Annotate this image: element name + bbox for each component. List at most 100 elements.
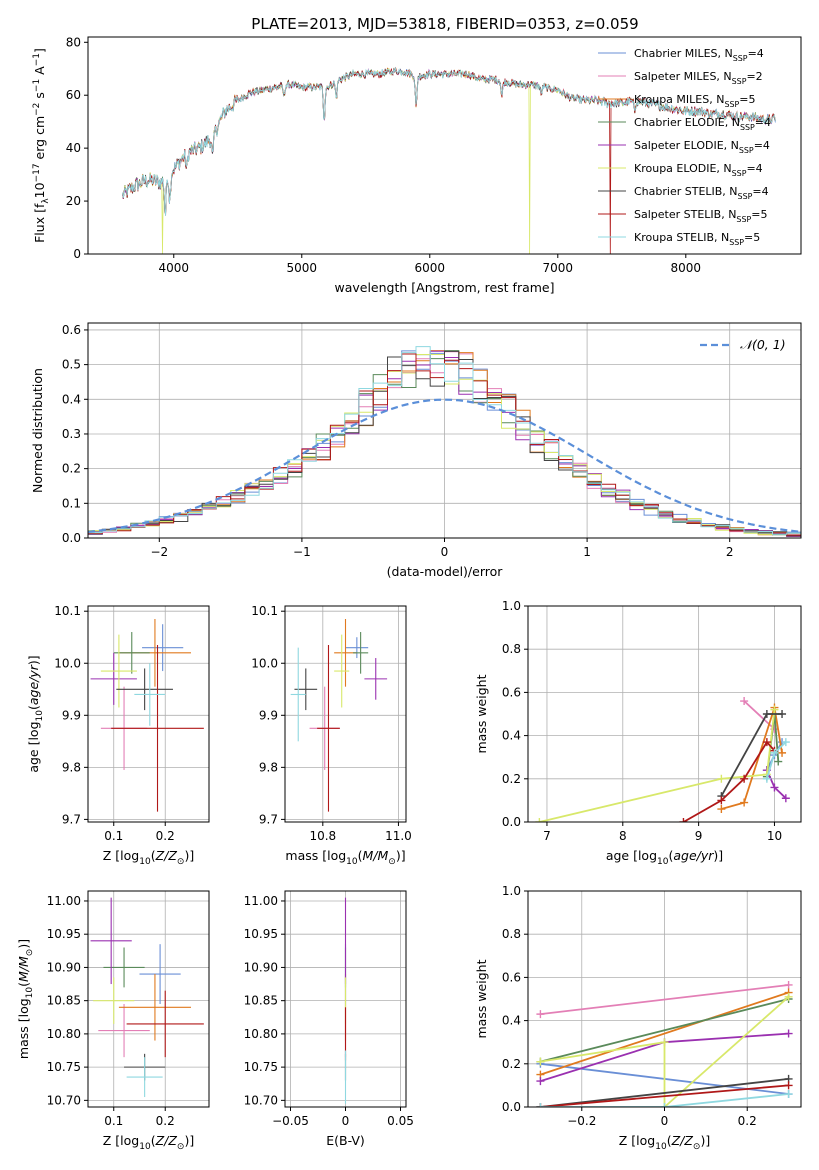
weight-line-kroupa-stelib <box>762 738 790 783</box>
weight-line-salpeter-miles <box>536 980 793 1019</box>
chart-age-vs-Z: 0.1 0.2 9.7 9.8 9.9 10.0 10.1 Z [log10(Z/Z⊙)] ag… <box>26 604 210 867</box>
y-tick-label: 10.90 <box>47 960 81 974</box>
marker <box>679 818 688 822</box>
x-tick-label: 0.2 <box>156 1114 175 1128</box>
y-tick-label: 10.85 <box>244 994 278 1008</box>
y-tick-label: 9.8 <box>62 760 81 774</box>
plot-area <box>88 346 801 537</box>
marker <box>770 783 779 792</box>
marker <box>717 774 726 783</box>
axes-frame: −0.2 0 0.2 0.0 0.2 0.4 0.6 0.8 1.0 Z [log10(Z/Z⊙)… <box>474 884 802 1152</box>
marker <box>774 757 783 766</box>
errorbar-kroupa-miles <box>118 974 191 1041</box>
x-tick-label: 0.1 <box>104 829 123 843</box>
x-tick-label: 6000 <box>415 261 446 275</box>
legend-entry: 𝒩(0, 1) <box>740 337 786 352</box>
figure-title: PLATE=2013, MJD=53818, FIBERID=0353, z=0… <box>251 15 638 33</box>
x-tick-label: 8000 <box>671 261 702 275</box>
y-axis-label: mass weight <box>474 959 489 1038</box>
marker <box>784 980 793 989</box>
marker <box>660 1038 669 1047</box>
x-tick-label: 0.2 <box>738 1114 757 1128</box>
errorbar-salpeter-elodie <box>364 658 388 700</box>
marker <box>536 1057 545 1066</box>
marker <box>784 1090 793 1099</box>
marker <box>536 1077 545 1086</box>
y-tick-label: 0.8 <box>502 927 521 941</box>
axes-border <box>87 36 802 255</box>
x-axis-label: Z [log10(Z/Z⊙)] <box>103 848 194 867</box>
chart-weight-vs-Z: −0.2 0 0.2 0.0 0.2 0.4 0.6 0.8 1.0 Z [log10(Z/Z⊙)… <box>474 884 802 1152</box>
marker <box>784 1081 793 1090</box>
marker <box>784 1029 793 1038</box>
y-tick-label: 0.2 <box>502 1057 521 1071</box>
errorbar-kroupa-stelib <box>134 663 166 726</box>
errorbar-salpeter-stelib <box>317 645 340 812</box>
axes-border <box>87 890 210 1108</box>
x-tick-label: −2 <box>150 545 168 559</box>
y-axis-label: Normed distribution <box>30 368 45 493</box>
y-tick-label: 10.1 <box>251 604 278 618</box>
marker <box>762 738 771 747</box>
marker <box>535 818 544 822</box>
x-tick-label: 8 <box>619 829 627 843</box>
plot-area <box>535 697 790 822</box>
x-tick-label: −0.2 <box>567 1114 596 1128</box>
y-tick-label: 0.0 <box>502 1100 521 1114</box>
axes-border <box>87 605 210 823</box>
x-tick-label: 0 <box>342 1114 350 1128</box>
errorbar-kroupa-stelib <box>126 1057 163 1098</box>
axes-border <box>527 605 802 823</box>
x-tick-label: 2 <box>726 545 734 559</box>
plot-area <box>90 619 204 812</box>
marker <box>717 805 726 814</box>
x-axis-label: Z [log10(Z/Z⊙)] <box>103 1133 194 1152</box>
errorbar-salpeter-stelib <box>126 990 204 1058</box>
y-tick-label: 10.0 <box>251 656 278 670</box>
y-tick-label: 0.2 <box>62 462 81 476</box>
x-tick-label: 7000 <box>543 261 574 275</box>
y-tick-label: 10.1 <box>54 604 81 618</box>
grid-lines <box>528 605 801 823</box>
errorbar-chabrier-elodie <box>103 947 145 988</box>
grid-lines <box>88 891 209 1107</box>
x-tick-label: 0.1 <box>104 1114 123 1128</box>
y-tick-label: 0.2 <box>502 772 521 786</box>
y-tick-label: 10.75 <box>47 1060 81 1074</box>
y-tick-label: 60 <box>66 88 81 102</box>
y-tick-label: 0.6 <box>502 685 521 699</box>
y-tick-label: 10.95 <box>244 927 278 941</box>
errorbar-salpeter-elodie <box>90 652 137 705</box>
axes-frame: 4000 5000 6000 7000 8000 0 20 40 60 80 Chabrier MI… <box>32 35 802 295</box>
marker <box>536 1010 545 1019</box>
y-tick-label: 0.0 <box>502 815 521 829</box>
errorbar-chabrier-miles <box>142 624 184 672</box>
x-tick-label: −0.05 <box>272 1114 309 1128</box>
marker <box>781 738 790 747</box>
y-tick-label: 0.4 <box>502 1014 521 1028</box>
weight-line-chabrier-stelib <box>717 710 787 801</box>
y-tick-label: 0.6 <box>62 323 81 337</box>
marker <box>778 748 787 757</box>
x-tick-label: 4000 <box>158 261 189 275</box>
y-tick-label: 40 <box>66 141 81 155</box>
axes-frame: −2 −1 0 1 2 0.0 0.1 0.2 0.3 0.4 0.5 0.6 𝒩(0, 1) (data… <box>30 322 802 579</box>
plot-area <box>290 619 388 812</box>
x-tick-label: 11.0 <box>385 829 412 843</box>
grid-lines <box>88 606 209 822</box>
y-tick-label: 11.00 <box>244 894 278 908</box>
errorbar-kroupa-elodie <box>93 977 135 1024</box>
y-axis-label: mass [log10(M/M⊙)] <box>16 939 35 1059</box>
x-axis-label: E(B-V) <box>326 1133 365 1148</box>
x-tick-label: 9 <box>695 829 703 843</box>
y-tick-label: 1.0 <box>502 884 521 898</box>
y-tick-label: 10.0 <box>54 656 81 670</box>
legend-entry: Kroupa MILES, NSSP=5 <box>634 93 755 109</box>
plot-area <box>90 897 204 1098</box>
x-tick-label: 1 <box>583 545 591 559</box>
y-axis-label: age [log10(age/yr)] <box>26 655 45 772</box>
chart-mass-vs-Z: 0.1 0.2 10.70 10.75 10.80 10.85 10.90 10.95 11.0… <box>16 890 210 1152</box>
x-tick-label: 10.8 <box>309 829 336 843</box>
y-tick-label: 0.5 <box>62 358 81 372</box>
